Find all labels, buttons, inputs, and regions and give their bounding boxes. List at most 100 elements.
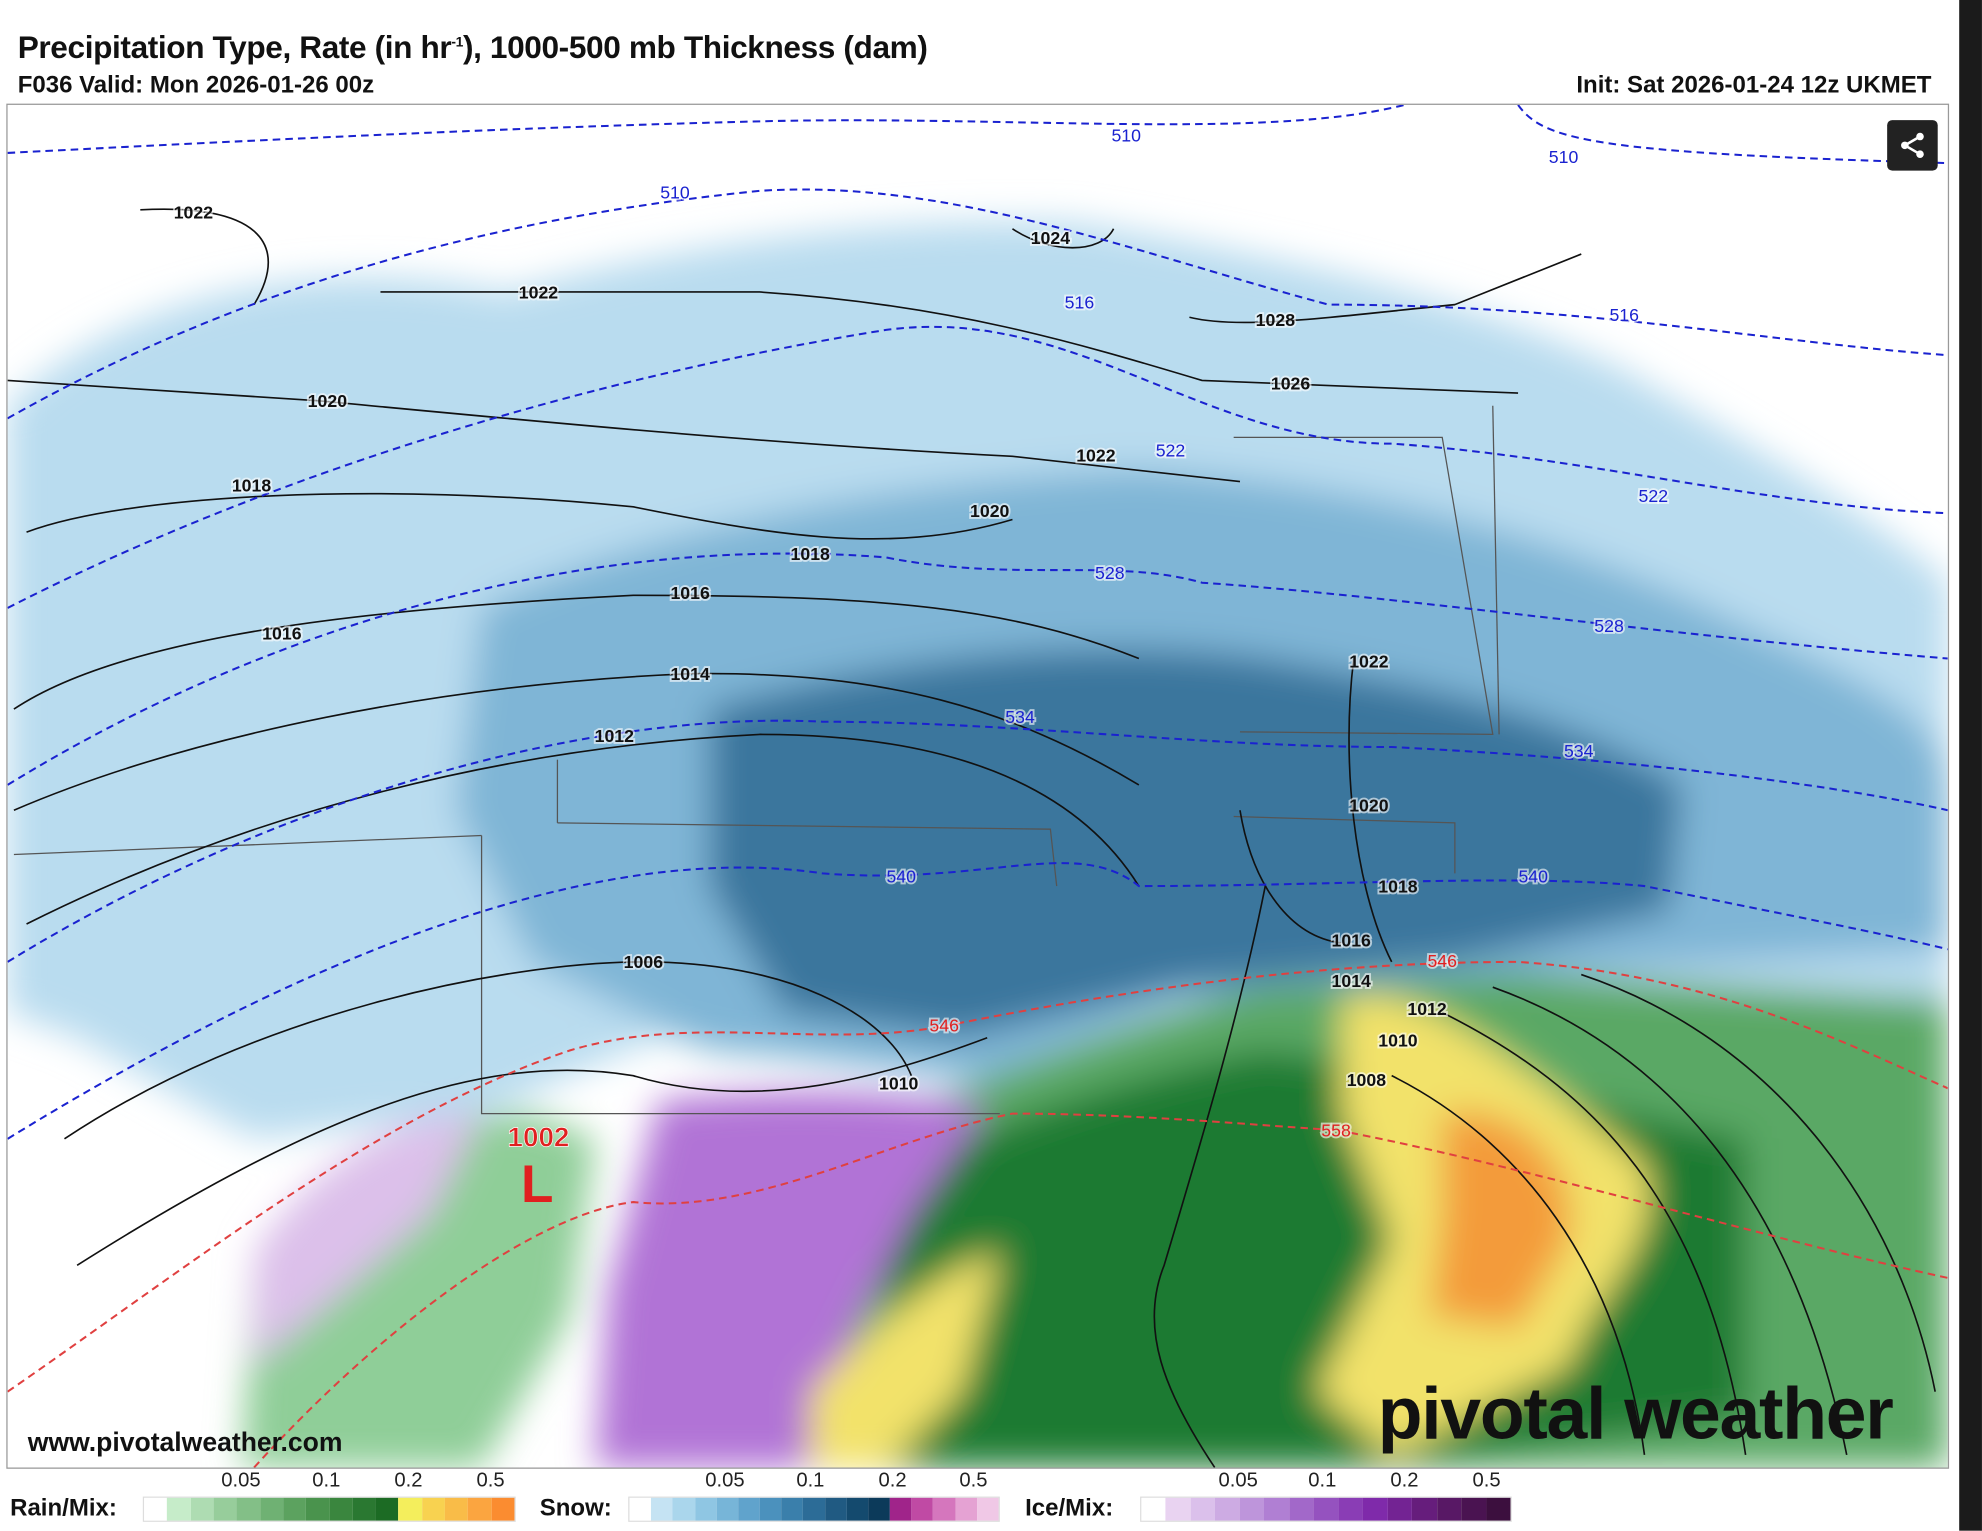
tick: 0.1 xyxy=(796,1470,825,1492)
legend-swatch xyxy=(781,1497,804,1521)
legend-swatch xyxy=(868,1497,890,1521)
legend-swatch xyxy=(976,1497,999,1521)
thickness-line xyxy=(7,862,1948,1140)
thickness-label: 516 xyxy=(1609,305,1639,325)
valid-time: F036 Valid: Mon 2026-01-26 00z xyxy=(17,72,375,99)
isobar-label: 1028 xyxy=(1256,310,1296,330)
legend-swatch xyxy=(1313,1497,1339,1521)
legend-swatch xyxy=(306,1497,330,1521)
legend-swatch xyxy=(911,1497,934,1521)
thickness-label: 528 xyxy=(1594,616,1624,636)
legend-swatch xyxy=(629,1497,652,1521)
legend-swatch xyxy=(737,1497,760,1521)
isobar-line xyxy=(76,1036,988,1266)
thickness-label: 528 xyxy=(1095,563,1125,583)
legend-swatch xyxy=(651,1497,673,1521)
legend-swatch xyxy=(491,1497,515,1521)
isobar-label: 1016 xyxy=(1332,931,1372,951)
legend-swatch xyxy=(716,1497,738,1521)
share-icon[interactable] xyxy=(1887,120,1938,171)
thickness-line xyxy=(7,960,1948,1393)
isobar-line xyxy=(26,733,1140,925)
tick: 0.5 xyxy=(476,1470,505,1492)
weather-map[interactable]: 1022 1022 1020 1018 1016 1016 1014 1012 1006 1010… xyxy=(6,103,1950,1469)
map-title: Precipitation Type, Rate (in hr-1), 1000… xyxy=(17,30,928,66)
isobar-line xyxy=(1153,885,1267,1468)
tick: 0.05 xyxy=(705,1470,745,1492)
isobar-line xyxy=(140,208,270,306)
thickness-label: 510 xyxy=(1111,126,1141,146)
ice-light-area xyxy=(254,1113,482,1367)
ice-area xyxy=(595,1092,988,1468)
isobar-line xyxy=(1441,1011,1747,1455)
legend-snow-label: Snow: xyxy=(539,1495,612,1522)
thickness-label: 558 xyxy=(1321,1120,1351,1140)
thickness-label: 534 xyxy=(1564,741,1594,761)
init-time: Init: Sat 2026-01-24 12z UKMET xyxy=(1576,72,1932,99)
isobar-label: 1016 xyxy=(262,624,302,644)
legend-rain-colorbar xyxy=(142,1496,516,1522)
thickness-line xyxy=(253,1112,1948,1468)
thickness-lines xyxy=(7,104,1948,1468)
isobar-line xyxy=(7,379,1241,483)
isobar-line xyxy=(13,672,1140,811)
legend-swatch xyxy=(1190,1497,1216,1521)
isobar-line xyxy=(13,594,1140,710)
isobar-line xyxy=(1012,228,1115,249)
thickness-line xyxy=(7,188,1948,420)
legend-swatch xyxy=(329,1497,353,1521)
low-pressure-value: 1002 xyxy=(508,1121,570,1152)
legend-swatch xyxy=(236,1497,260,1521)
thickness-label: 540 xyxy=(886,866,916,886)
legend-swatch xyxy=(144,1497,168,1521)
thickness-label: 516 xyxy=(1065,292,1095,312)
legend-swatch xyxy=(421,1497,446,1521)
isobar-label: 1006 xyxy=(624,952,664,972)
legend-swatch xyxy=(889,1497,912,1521)
legend-rain-label: Rain/Mix: xyxy=(10,1495,117,1522)
thickness-label: 522 xyxy=(1156,440,1186,460)
isobar-label: 1022 xyxy=(174,203,214,223)
isobar-label: 1010 xyxy=(1378,1031,1418,1051)
isobar-line xyxy=(1492,986,1848,1456)
legend-swatch xyxy=(1215,1497,1240,1521)
legend-swatch xyxy=(694,1497,717,1521)
legend-swatch xyxy=(1264,1497,1290,1521)
legend-swatch xyxy=(190,1497,214,1521)
legend-swatch xyxy=(1289,1497,1314,1521)
isobar-line xyxy=(1581,973,1936,1392)
window-edge xyxy=(1959,0,1982,1531)
legend-swatch xyxy=(1412,1497,1437,1521)
tick: 0.5 xyxy=(959,1470,988,1492)
tick: 0.5 xyxy=(1472,1470,1501,1492)
isobar-label: 1012 xyxy=(1407,999,1447,1019)
isobar-label: 1022 xyxy=(519,282,559,302)
legend-swatch xyxy=(259,1497,283,1521)
legend-swatch xyxy=(672,1497,695,1521)
isobar-label: 1020 xyxy=(308,391,348,411)
isobar-label: 1018 xyxy=(232,476,272,496)
heavy-rain-yellow-area-2 xyxy=(810,1252,1000,1468)
legend-swatch xyxy=(282,1497,307,1521)
isobar-label: 1018 xyxy=(1378,876,1418,896)
isobar-label: 1022 xyxy=(1349,651,1389,671)
tick: 0.2 xyxy=(878,1470,907,1492)
thickness-label: 546 xyxy=(929,1015,959,1035)
isobars xyxy=(7,208,1936,1468)
snow-dark-area xyxy=(709,648,1683,1038)
legend-ice-label: Ice/Mix: xyxy=(1025,1495,1114,1522)
isobar-label: 1024 xyxy=(1031,228,1071,248)
isobar-label: 1020 xyxy=(1349,795,1389,815)
tick: 0.2 xyxy=(1390,1470,1419,1492)
tick: 0.1 xyxy=(312,1470,341,1492)
legend-swatch xyxy=(1239,1497,1265,1521)
legend-ice-colorbar xyxy=(1140,1496,1512,1522)
legend-swatch xyxy=(167,1497,191,1521)
legend-swatch xyxy=(1362,1497,1388,1521)
legend-swatch xyxy=(1436,1497,1462,1521)
isobar-label: 1016 xyxy=(670,583,710,603)
isobar-label: 1012 xyxy=(595,726,635,746)
legend-snow-colorbar xyxy=(628,1496,1000,1522)
isobar-line xyxy=(1348,658,1393,963)
isobar-label: 1020 xyxy=(970,501,1010,521)
